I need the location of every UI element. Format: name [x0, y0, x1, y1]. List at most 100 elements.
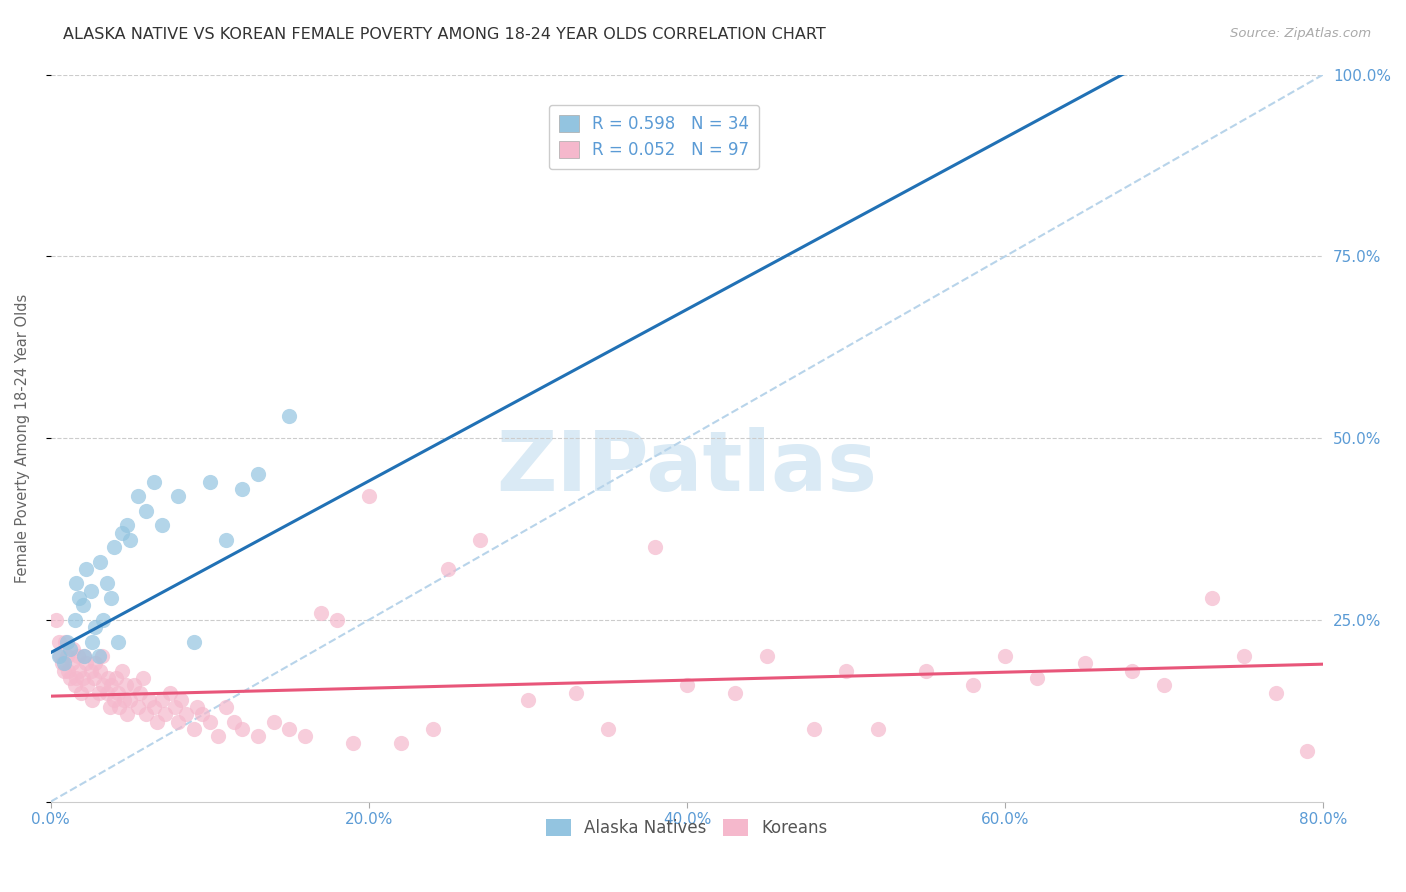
Point	[1233, 649, 1256, 664]
Point	[89, 664, 111, 678]
Point	[122, 678, 145, 692]
Point	[120, 533, 142, 547]
Point	[65, 576, 87, 591]
Point	[170, 693, 193, 707]
Text: ALASKA NATIVE VS KOREAN FEMALE POVERTY AMONG 18-24 YEAR OLDS CORRELATION CHART: ALASKA NATIVE VS KOREAN FEMALE POVERTY A…	[63, 27, 825, 42]
Point	[107, 634, 129, 648]
Point	[135, 504, 157, 518]
Point	[1121, 664, 1143, 678]
Point	[644, 540, 666, 554]
Point	[755, 649, 778, 664]
Point	[150, 518, 173, 533]
Point	[132, 671, 155, 685]
Point	[835, 664, 858, 678]
Point	[183, 722, 205, 736]
Point	[65, 671, 87, 685]
Point	[97, 671, 120, 685]
Point	[263, 714, 285, 729]
Point	[115, 707, 138, 722]
Point	[517, 693, 540, 707]
Point	[91, 678, 114, 692]
Point	[962, 678, 984, 692]
Point	[309, 606, 332, 620]
Point	[96, 576, 118, 591]
Point	[159, 685, 181, 699]
Point	[278, 722, 301, 736]
Point	[167, 714, 190, 729]
Point	[231, 482, 253, 496]
Point	[1026, 671, 1049, 685]
Point	[105, 671, 128, 685]
Point	[1153, 678, 1175, 692]
Point	[207, 729, 229, 743]
Point	[79, 664, 101, 678]
Point	[422, 722, 444, 736]
Text: Source: ZipAtlas.com: Source: ZipAtlas.com	[1230, 27, 1371, 40]
Point	[91, 613, 114, 627]
Point	[84, 657, 107, 671]
Point	[129, 685, 152, 699]
Point	[294, 729, 316, 743]
Point	[1073, 657, 1095, 671]
Point	[55, 649, 77, 664]
Point	[1201, 591, 1223, 605]
Point	[66, 649, 89, 664]
Point	[87, 685, 110, 699]
Point	[146, 714, 169, 729]
Point	[100, 591, 122, 605]
Point	[163, 700, 186, 714]
Point	[724, 685, 747, 699]
Point	[127, 700, 149, 714]
Point	[866, 722, 889, 736]
Point	[215, 533, 238, 547]
Point	[98, 700, 121, 714]
Point	[69, 591, 91, 605]
Point	[155, 707, 177, 722]
Point	[82, 693, 104, 707]
Point	[803, 722, 825, 736]
Point	[174, 707, 197, 722]
Point	[84, 620, 107, 634]
Point	[150, 693, 173, 707]
Point	[167, 489, 190, 503]
Point	[111, 525, 134, 540]
Point	[278, 409, 301, 424]
Point	[55, 634, 77, 648]
Point	[143, 475, 166, 489]
Point	[63, 678, 86, 692]
Point	[73, 649, 96, 664]
Point	[45, 613, 67, 627]
Point	[82, 634, 104, 648]
Point	[112, 693, 135, 707]
Point	[75, 657, 97, 671]
Point	[59, 671, 82, 685]
Point	[222, 714, 245, 729]
Point	[83, 671, 105, 685]
Point	[186, 700, 208, 714]
Point	[111, 664, 134, 678]
Point	[87, 649, 110, 664]
Point	[69, 664, 91, 678]
Point	[100, 678, 122, 692]
Point	[138, 693, 160, 707]
Point	[89, 555, 111, 569]
Point	[115, 518, 138, 533]
Point	[215, 700, 238, 714]
Point	[437, 562, 460, 576]
Point	[70, 685, 93, 699]
Point	[53, 634, 76, 648]
Point	[135, 707, 157, 722]
Point	[62, 641, 84, 656]
Point	[1264, 685, 1286, 699]
Point	[326, 613, 349, 627]
Point	[596, 722, 619, 736]
Point	[48, 649, 70, 664]
Point	[389, 736, 412, 750]
Point	[58, 664, 80, 678]
Point	[72, 599, 94, 613]
Point	[198, 714, 221, 729]
Point	[1296, 744, 1319, 758]
Text: ZIPatlas: ZIPatlas	[496, 426, 877, 508]
Point	[191, 707, 214, 722]
Point	[357, 489, 380, 503]
